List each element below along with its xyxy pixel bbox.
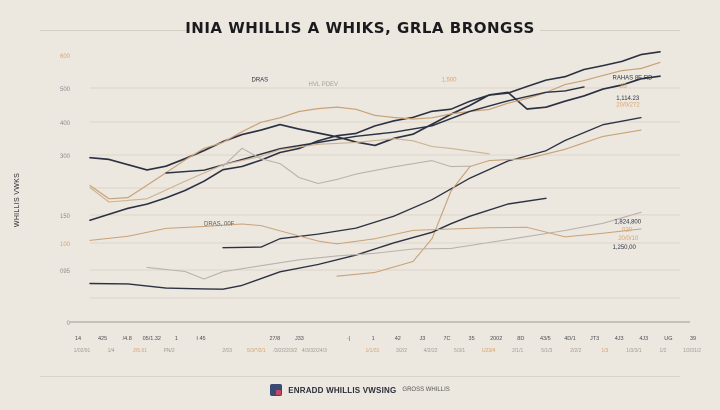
data-label: RAHAS 8E.RB [613,76,653,82]
x-tick-sublabel: 2/5.01 [133,348,147,354]
x-tick-label: 4D/1 [564,336,576,342]
x-tick-sublabel: 1/2/31/2 [683,348,701,354]
x-tick-sublabel: 4/3/32/24/3 [302,348,327,354]
series-line-lower-a [89,197,547,290]
x-tick-label: JT3 [590,336,599,342]
series-line-series-g [222,147,471,185]
y-tick-label: 100 [60,242,71,248]
x-tick-sublabel: PN/2 [164,348,175,354]
series-lines [89,51,661,290]
x-tick-sublabel: U23/4 [482,348,496,354]
x-tick-label: 05/1.32 [143,336,161,342]
series-line-series-a [89,75,661,171]
data-label: DRAS, 00F [204,221,235,227]
x-tick-sublabel: 1/1/31 [366,348,380,354]
x-tick-sublabel: 5/1/3 [541,348,552,354]
data-label: 83 [620,84,627,90]
footer-sub: GROSS WHILLIS [402,387,450,393]
title-rule-left [40,30,190,31]
series-line-series-e [89,61,661,200]
x-tick-label: I 45 [196,336,205,342]
x-tick-label: 2002 [490,336,502,342]
series-line-lower-c [89,223,642,245]
y-axis-ticks: 600 500 400 300 150 100 095 0 [60,54,71,327]
x-tick-sublabel: 5/3/*/2/1 [247,348,266,354]
x-tick-label: J33 [295,336,304,342]
series-line-series-b [89,51,661,222]
series-line-series-c [165,86,585,174]
data-label: 020 [622,228,633,234]
data-label: 1,824,800 [614,219,641,225]
x-tick-label: 425 [98,336,107,342]
footer-rule [40,376,680,377]
series-line-series-h [336,129,642,277]
x-tick-label: 8D [517,336,524,342]
x-tick-sublabel: 1/2 [659,348,666,354]
x-tick-label: 4J3 [615,336,624,342]
y-axis-label: WHILLIS VWKS [14,172,21,228]
x-tick-label: 1 [372,336,375,342]
x-tick-sublabel: 3/2/2 [396,348,407,354]
x-tick-label: /4.8 [123,336,132,342]
x-tick-label: J3 [419,336,425,342]
data-label: 1,250,00 [613,245,637,251]
footer: ENRADD WHILLIS VWSING GROSS WHILLIS [0,384,720,396]
y-tick-label: 500 [60,87,71,93]
x-tick-label: ·| [347,336,350,342]
data-label: 20/0/10 [618,236,639,242]
y-tick-label: 300 [60,154,71,160]
x-tick-label: 35 [469,336,475,342]
data-label: 20/0/272 [616,102,640,108]
y-tick-label: 0 [67,321,71,327]
x-tick-sublabel: 1/3 [601,348,608,354]
x-tick-label: 14 [75,336,81,342]
y-tick-label: 150 [60,214,71,220]
y-tick-label: 400 [60,121,71,127]
data-label: 1,114.23 [616,96,640,102]
footer-brand: ENRADD WHILLIS VWSING [288,385,397,395]
x-tick-label: 27/8 [269,336,280,342]
gridlines [70,87,690,323]
x-axis-ticks: 14 425/4.8 05/1.32 1 I 45 27/8 J33 ·| 1 42 J3 7C 35 2… [74,336,702,354]
x-tick-label: 39 [690,336,696,342]
series-line-series-f [89,138,490,203]
x-tick-label: 1 [175,336,178,342]
y-tick-label: 600 [60,54,71,60]
data-label: 1,500 [442,77,458,83]
y-tick-label: 095 [60,269,71,275]
series-line-lower-b [146,211,642,280]
x-tick-sublabel: 2/1/1 [512,348,523,354]
brand-logo-icon [270,384,283,396]
x-tick-label: 43/5 [540,336,551,342]
data-label: HVL PDEV [309,82,338,88]
x-tick-sublabel: 1/4 [108,348,115,354]
x-tick-sublabel: 1/02/91 [74,348,91,354]
title-rule-right [540,30,680,31]
x-tick-sublabel: 2/03 [222,348,232,354]
x-tick-label: UG [664,336,672,342]
series-line-series-d [222,116,642,249]
x-tick-label: 7C [443,336,450,342]
x-tick-sublabel: 1/3/3/1 [626,348,642,354]
x-tick-label: 4J3 [639,336,648,342]
x-tick-sublabel: 5/3/1 [454,348,465,354]
x-tick-sublabel: /3/2/22/3/2 [274,348,298,354]
x-tick-sublabel: 4/2/22 [424,348,438,354]
x-tick-label: 42 [395,336,401,342]
data-label: DRAS [252,78,269,84]
chart-title: INIA WHILLIS A WHIKS, GRLA BRONGSS [185,19,535,37]
x-tick-sublabel: 2/2/2 [570,348,581,354]
